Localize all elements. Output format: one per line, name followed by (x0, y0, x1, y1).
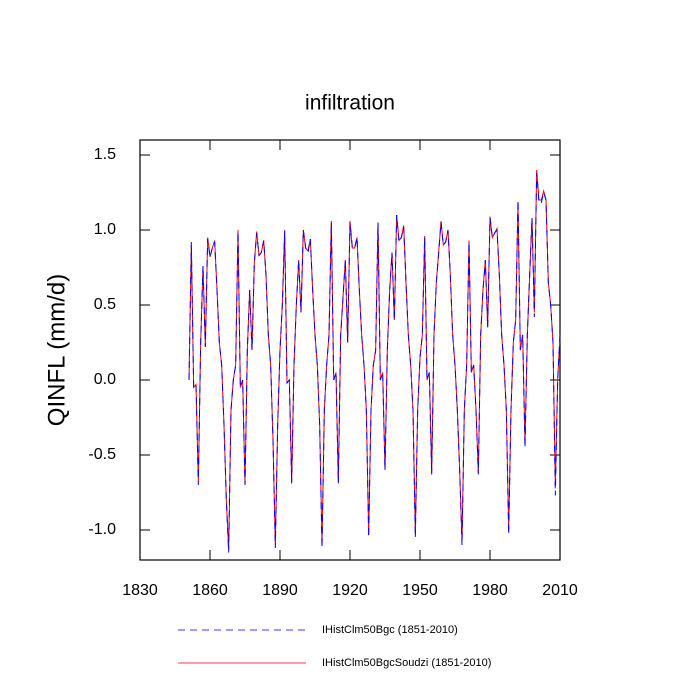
plot-frame (139, 139, 561, 561)
legend-label: IHistClm50BgcSoudzi (1851-2010) (322, 657, 491, 669)
y-tick-label: 0.5 (94, 296, 116, 313)
y-tick-label: -0.5 (88, 446, 116, 463)
y-tick-label: 0.0 (94, 371, 116, 388)
y-axis-label: QINFL (mm/d) (43, 274, 70, 426)
x-tick-label: 1980 (472, 582, 508, 599)
x-tick-label: 2010 (542, 582, 578, 599)
x-tick-label: 1830 (122, 582, 158, 599)
y-tick-label: 1.5 (94, 146, 116, 163)
series-line (188, 172, 561, 553)
legend-label: IHistClm50Bgc (1851-2010) (322, 624, 458, 636)
x-tick-label: 1950 (402, 582, 438, 599)
y-tick-label: 1.0 (94, 221, 116, 238)
x-tick-label: 1860 (192, 582, 228, 599)
x-tick-label: 1920 (332, 582, 368, 599)
chart-title: infiltration (305, 92, 395, 115)
y-tick-label: -1.0 (88, 521, 116, 538)
x-tick-label: 1890 (262, 582, 298, 599)
series-line (188, 169, 561, 550)
